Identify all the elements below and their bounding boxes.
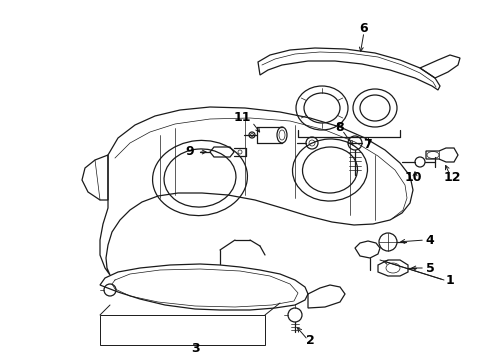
Text: 12: 12 [442,171,460,184]
Text: 7: 7 [363,139,372,152]
Text: 2: 2 [305,333,314,346]
Text: 10: 10 [404,171,421,184]
Text: 4: 4 [425,234,433,247]
Text: 3: 3 [190,342,199,355]
Text: 6: 6 [359,22,367,35]
Text: 5: 5 [425,261,433,274]
Text: 11: 11 [233,112,250,125]
Text: 8: 8 [335,121,344,135]
Bar [100,315,264,345]
Text: 1: 1 [445,274,453,287]
Text: 9: 9 [185,145,194,158]
